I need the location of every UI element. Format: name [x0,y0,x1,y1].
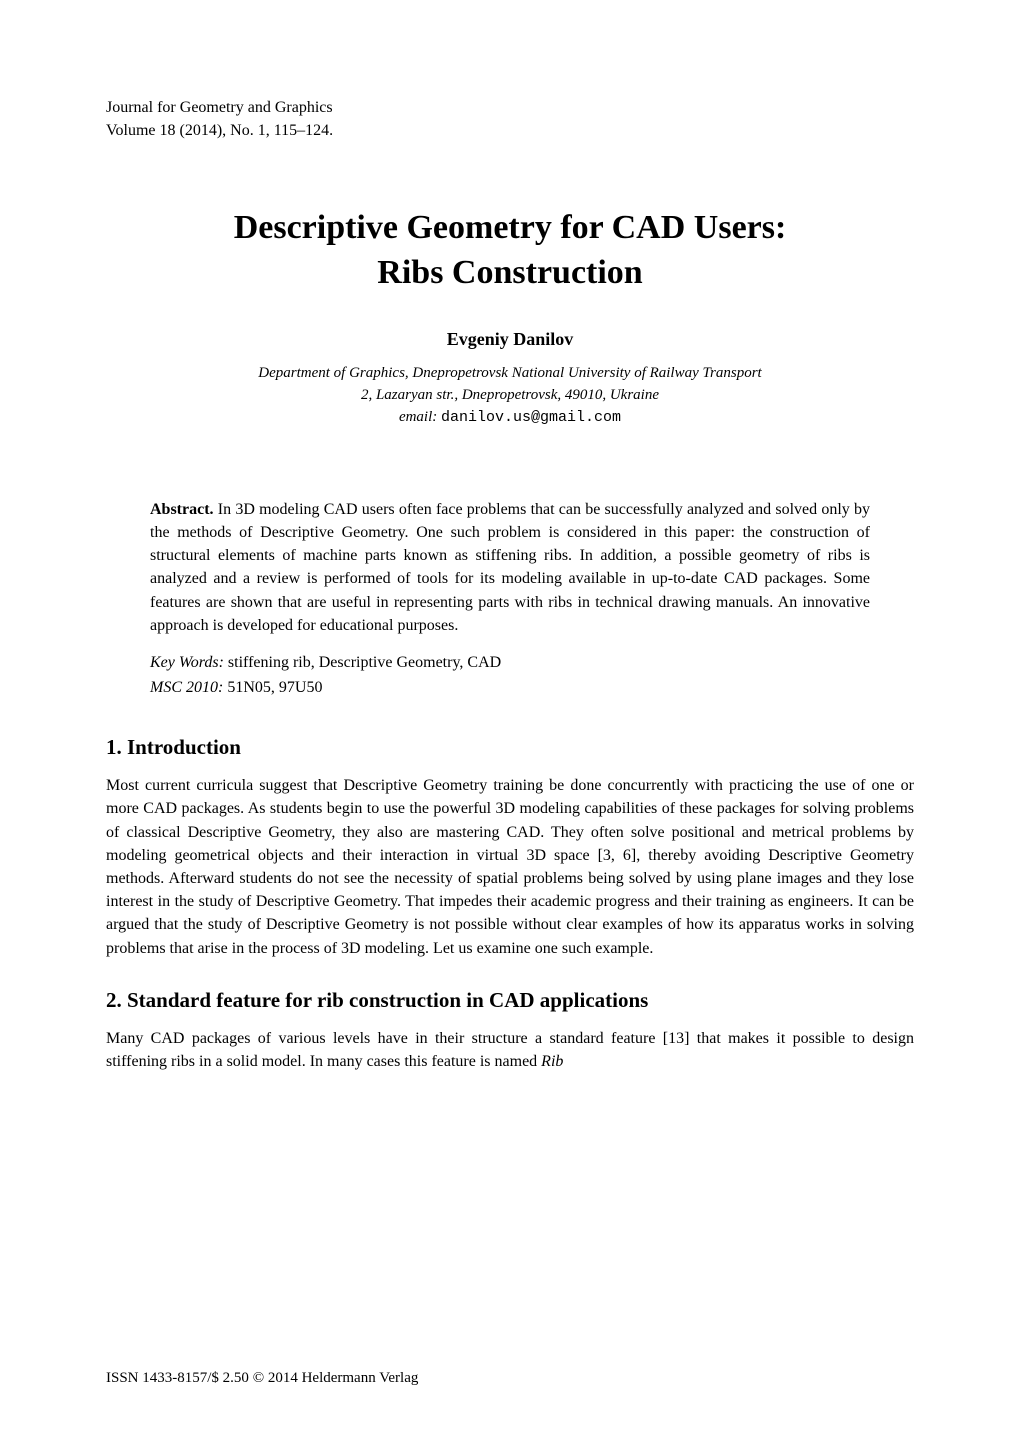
abstract-label: Abstract. [150,501,214,518]
footer-copyright: © 2014 Heldermann Verlag [253,1370,419,1386]
abstract-block: Abstract. In 3D modeling CAD users often… [150,498,870,637]
footer: ISSN 1433-8157/$ 2.50 © 2014 Heldermann … [106,1370,418,1387]
msc-label: MSC 2010: [150,679,223,696]
section-1-heading: 1. Introduction [106,735,914,760]
section-2-body-pre: Many CAD packages of various levels have… [106,1030,914,1070]
section-2-body-italic: Rib [541,1053,563,1070]
section-2-body: Many CAD packages of various levels have… [106,1027,914,1073]
msc-block: MSC 2010: 51N05, 97U50 [150,676,870,699]
msc-text: 51N05, 97U50 [227,679,322,696]
affiliation: Department of Graphics, Dnepropetrovsk N… [106,362,914,407]
abstract-text: In 3D modeling CAD users often face prob… [150,501,870,634]
keywords-block: Key Words: stiffening rib, Descriptive G… [150,651,870,674]
journal-name: Journal for Geometry and Graphics [106,96,914,119]
keywords-text: stiffening rib, Descriptive Geometry, CA… [228,654,501,671]
title-line-1: Descriptive Geometry for CAD Users: [234,209,787,246]
affiliation-line-2: 2, Lazaryan str., Dnepropetrovsk, 49010,… [106,384,914,407]
keywords-label: Key Words: [150,654,224,671]
email-value: danilov.us@gmail.com [441,409,621,426]
affiliation-line-1: Department of Graphics, Dnepropetrovsk N… [106,362,914,385]
email-line: email: danilov.us@gmail.com [106,409,914,426]
journal-volume: Volume 18 (2014), No. 1, 115–124. [106,119,914,142]
paper-title: Descriptive Geometry for CAD Users: Ribs… [106,206,914,294]
title-line-2: Ribs Construction [377,254,642,291]
journal-info: Journal for Geometry and Graphics Volume… [106,96,914,142]
section-2-heading: 2. Standard feature for rib construction… [106,988,914,1013]
section-1-body: Most current curricula suggest that Desc… [106,774,914,960]
footer-issn: ISSN 1433-8157/$ 2.50 [106,1370,253,1386]
author-name: Evgeniy Danilov [106,329,914,350]
email-label: email: [399,409,437,425]
